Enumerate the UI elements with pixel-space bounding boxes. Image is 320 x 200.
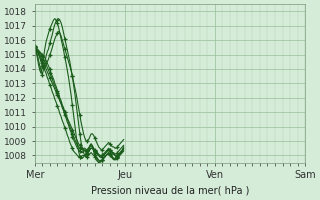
X-axis label: Pression niveau de la mer( hPa ): Pression niveau de la mer( hPa ) xyxy=(91,186,249,196)
